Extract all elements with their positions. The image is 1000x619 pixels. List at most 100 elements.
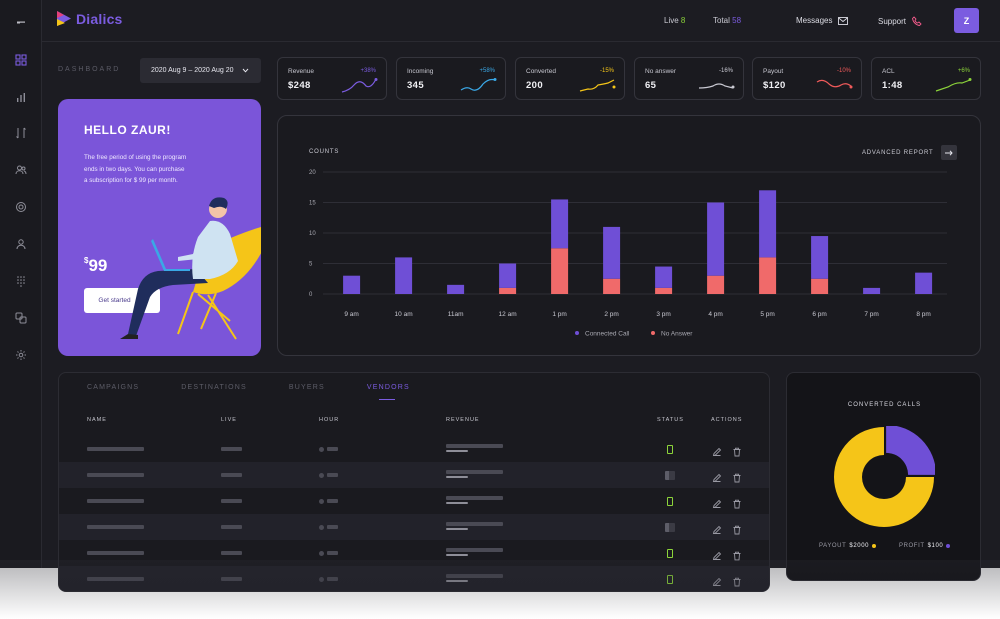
advanced-report-link[interactable]: ADVANCED REPORT	[862, 145, 958, 160]
edit-icon[interactable]	[712, 470, 722, 483]
sidebar-item-routing[interactable]	[11, 123, 31, 143]
edit-icon[interactable]	[712, 522, 722, 535]
trash-icon[interactable]	[732, 470, 742, 483]
bar-no-answer[interactable]	[811, 278, 829, 294]
sidebar-item-users[interactable]	[11, 160, 31, 180]
sidebar-item-integrations[interactable]	[11, 308, 31, 328]
tab-buyers[interactable]: BUYERS	[288, 384, 325, 391]
edit-icon[interactable]	[712, 496, 722, 509]
bar-connected-call[interactable]	[759, 190, 777, 258]
revenue-placeholder	[446, 574, 503, 578]
tab-destinations[interactable]: DESTINATIONS	[181, 384, 247, 391]
table-row[interactable]	[59, 488, 769, 514]
sidebar-item-settings[interactable]	[11, 345, 31, 365]
bar-connected-call[interactable]	[811, 236, 829, 279]
table-row[interactable]	[59, 566, 769, 591]
sparkline-icon	[816, 79, 853, 89]
bar-no-answer[interactable]	[655, 287, 673, 294]
avatar[interactable]: Z	[954, 8, 979, 33]
donut-slice-profit[interactable]	[886, 426, 935, 475]
kpi-card-payout[interactable]: Payout $120 -10%	[752, 57, 862, 100]
kpi-card-incoming[interactable]: Incoming 345 +58%	[396, 57, 506, 100]
table-row[interactable]	[59, 540, 769, 566]
status-toggle-on[interactable]	[667, 497, 673, 506]
mail-icon	[838, 16, 849, 25]
bar-connected-call[interactable]	[551, 199, 569, 249]
price-amount: 99	[88, 256, 108, 275]
bar-no-answer[interactable]	[707, 275, 725, 294]
x-tick-label: 7 pm	[864, 311, 878, 318]
legend-profit: PROFIT $100	[899, 543, 951, 549]
trash-icon[interactable]	[732, 574, 742, 587]
table-row[interactable]	[59, 514, 769, 540]
sidebar-item-profile[interactable]	[11, 234, 31, 254]
x-tick-label: 9 am	[344, 311, 358, 318]
edit-icon[interactable]	[712, 444, 722, 457]
name-placeholder	[87, 499, 144, 503]
shadow-glow	[0, 560, 1000, 619]
app-logo[interactable]: Dialics	[56, 10, 123, 27]
kpi-card-revenue[interactable]: Revenue $248 +38%	[277, 57, 387, 100]
trash-icon[interactable]	[732, 496, 742, 509]
edit-icon[interactable]	[712, 574, 722, 587]
bar-connected-call[interactable]	[655, 266, 673, 288]
sidebar-item-dialpad[interactable]	[11, 271, 31, 291]
kpi-value: 345	[407, 80, 425, 91]
promo-text: The free period of using the program end…	[84, 154, 187, 184]
date-range-value: 2020 Aug 9 – 2020 Aug 20	[151, 67, 234, 74]
tab-vendors[interactable]: VENDORS	[366, 384, 410, 400]
bar-no-answer[interactable]	[759, 257, 777, 294]
kpi-card-no-answer[interactable]: No answer 65 -16%	[634, 57, 744, 100]
bar-connected-call[interactable]	[395, 257, 413, 294]
kpi-value: $120	[763, 80, 786, 91]
table-row[interactable]	[59, 436, 769, 462]
revenue-placeholder	[446, 496, 503, 500]
bar-no-answer[interactable]	[551, 248, 569, 294]
kpi-label: Revenue	[288, 68, 315, 75]
target-icon	[16, 202, 26, 212]
status-toggle-on[interactable]	[667, 575, 673, 584]
status-toggle-on[interactable]	[667, 549, 673, 558]
hour-dot	[319, 551, 324, 556]
bar-no-answer[interactable]	[499, 287, 517, 294]
status-toggle-off[interactable]	[665, 471, 675, 480]
menu-collapse-icon[interactable]	[11, 12, 31, 32]
date-range-picker[interactable]: 2020 Aug 9 – 2020 Aug 20	[140, 58, 261, 83]
kpi-card-converted[interactable]: Converted 200 -15%	[515, 57, 625, 100]
bar-connected-call[interactable]	[707, 202, 725, 276]
name-placeholder	[87, 525, 144, 529]
bar-connected-call[interactable]	[499, 263, 517, 288]
revenue-sub-placeholder	[446, 450, 468, 452]
kpi-delta: -16%	[718, 68, 733, 74]
kpi-label: No answer	[645, 68, 677, 75]
donut-slice-payout[interactable]	[834, 427, 934, 527]
bar-connected-call[interactable]	[603, 226, 621, 279]
sparkline-icon	[341, 78, 378, 93]
bar-connected-call[interactable]	[915, 272, 933, 294]
table-row[interactable]	[59, 462, 769, 488]
sidebar-item-reports[interactable]	[11, 87, 31, 107]
person-illustration	[120, 197, 261, 340]
trash-icon[interactable]	[732, 444, 742, 457]
kpi-delta: -10%	[836, 68, 851, 74]
column-header-actions: ACTIONS	[711, 417, 743, 423]
kpi-card-acl[interactable]: ACL 1:48 +6%	[871, 57, 981, 100]
sidebar-item-dashboard[interactable]	[11, 50, 31, 70]
status-toggle-on[interactable]	[667, 445, 673, 454]
tab-campaigns[interactable]: CAMPAIGNS	[87, 384, 140, 391]
gear-icon	[16, 350, 26, 360]
sidebar-item-targets[interactable]	[11, 197, 31, 217]
bar-connected-call[interactable]	[343, 275, 361, 294]
name-placeholder	[87, 447, 144, 451]
bar-no-answer[interactable]	[603, 278, 621, 294]
status-toggle-off[interactable]	[665, 523, 675, 532]
bar-connected-call[interactable]	[863, 287, 881, 294]
edit-icon[interactable]	[712, 548, 722, 561]
support-link[interactable]: Support	[878, 16, 922, 26]
hour-placeholder	[327, 525, 338, 529]
trash-icon[interactable]	[732, 548, 742, 561]
messages-link[interactable]: Messages	[796, 16, 849, 25]
bar-connected-call[interactable]	[447, 284, 465, 294]
trash-icon[interactable]	[732, 522, 742, 535]
get-started-label: Get started	[98, 297, 131, 304]
